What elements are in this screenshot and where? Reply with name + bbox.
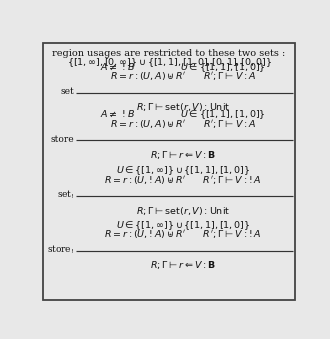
Text: $R = r : (U, !A) \uplus R' \qquad R';\Gamma \vdash V : !A$: $R = r : (U, !A) \uplus R' \qquad R';\Ga… <box>104 228 262 240</box>
Text: $\{[1,\infty],[0,\infty]\} \cup \{[1,1],[1,0],[0,1],[0,0]\}$: $\{[1,\infty],[0,\infty]\} \cup \{[1,1],… <box>67 56 272 69</box>
Text: $U \in \{[1,\infty]\} \cup \{[1,1],[1,0]\}$: $U \in \{[1,\infty]\} \cup \{[1,1],[1,0]… <box>116 219 250 232</box>
Text: $R; \Gamma \vdash \mathsf{set}(r, V) : \mathsf{Unit}$: $R; \Gamma \vdash \mathsf{set}(r, V) : \… <box>136 205 230 217</box>
Text: store$_!$: store$_!$ <box>47 243 74 256</box>
Text: $R; \Gamma \vdash \mathsf{set}(r, V) : \mathsf{Unit}$: $R; \Gamma \vdash \mathsf{set}(r, V) : \… <box>136 101 230 114</box>
Text: set$_!$: set$_!$ <box>57 189 74 201</box>
Text: region usages are restricted to these two sets :: region usages are restricted to these tw… <box>52 49 286 58</box>
Text: $R = r : (U, A) \uplus R' \qquad R';\Gamma \vdash V : A$: $R = r : (U, A) \uplus R' \qquad R';\Gam… <box>110 118 256 130</box>
Text: store: store <box>50 135 74 144</box>
Text: $R; \Gamma \vdash r \Leftarrow V : \mathbf{B}$: $R; \Gamma \vdash r \Leftarrow V : \math… <box>150 149 216 161</box>
Text: $A \neq\ !B \qquad\qquad\quad U \in \{[1,1],[1,0]\}$: $A \neq\ !B \qquad\qquad\quad U \in \{[1… <box>100 61 266 74</box>
Text: $R = r : (U, !A) \uplus R' \qquad R';\Gamma \vdash V : !A$: $R = r : (U, !A) \uplus R' \qquad R';\Ga… <box>104 174 262 185</box>
Text: set: set <box>60 87 74 96</box>
FancyBboxPatch shape <box>43 43 295 300</box>
Text: $U \in \{[1,\infty]\} \cup \{[1,1],[1,0]\}$: $U \in \{[1,\infty]\} \cup \{[1,1],[1,0]… <box>116 164 250 177</box>
Text: $R; \Gamma \vdash r \Leftarrow V : \mathbf{B}$: $R; \Gamma \vdash r \Leftarrow V : \math… <box>150 259 216 272</box>
Text: $R = r : (U, A) \uplus R' \qquad R';\Gamma \vdash V : A$: $R = r : (U, A) \uplus R' \qquad R';\Gam… <box>110 71 256 82</box>
Text: $A \neq\ !B \qquad\qquad\quad U \in \{[1,1],[1,0]\}$: $A \neq\ !B \qquad\qquad\quad U \in \{[1… <box>100 108 266 121</box>
